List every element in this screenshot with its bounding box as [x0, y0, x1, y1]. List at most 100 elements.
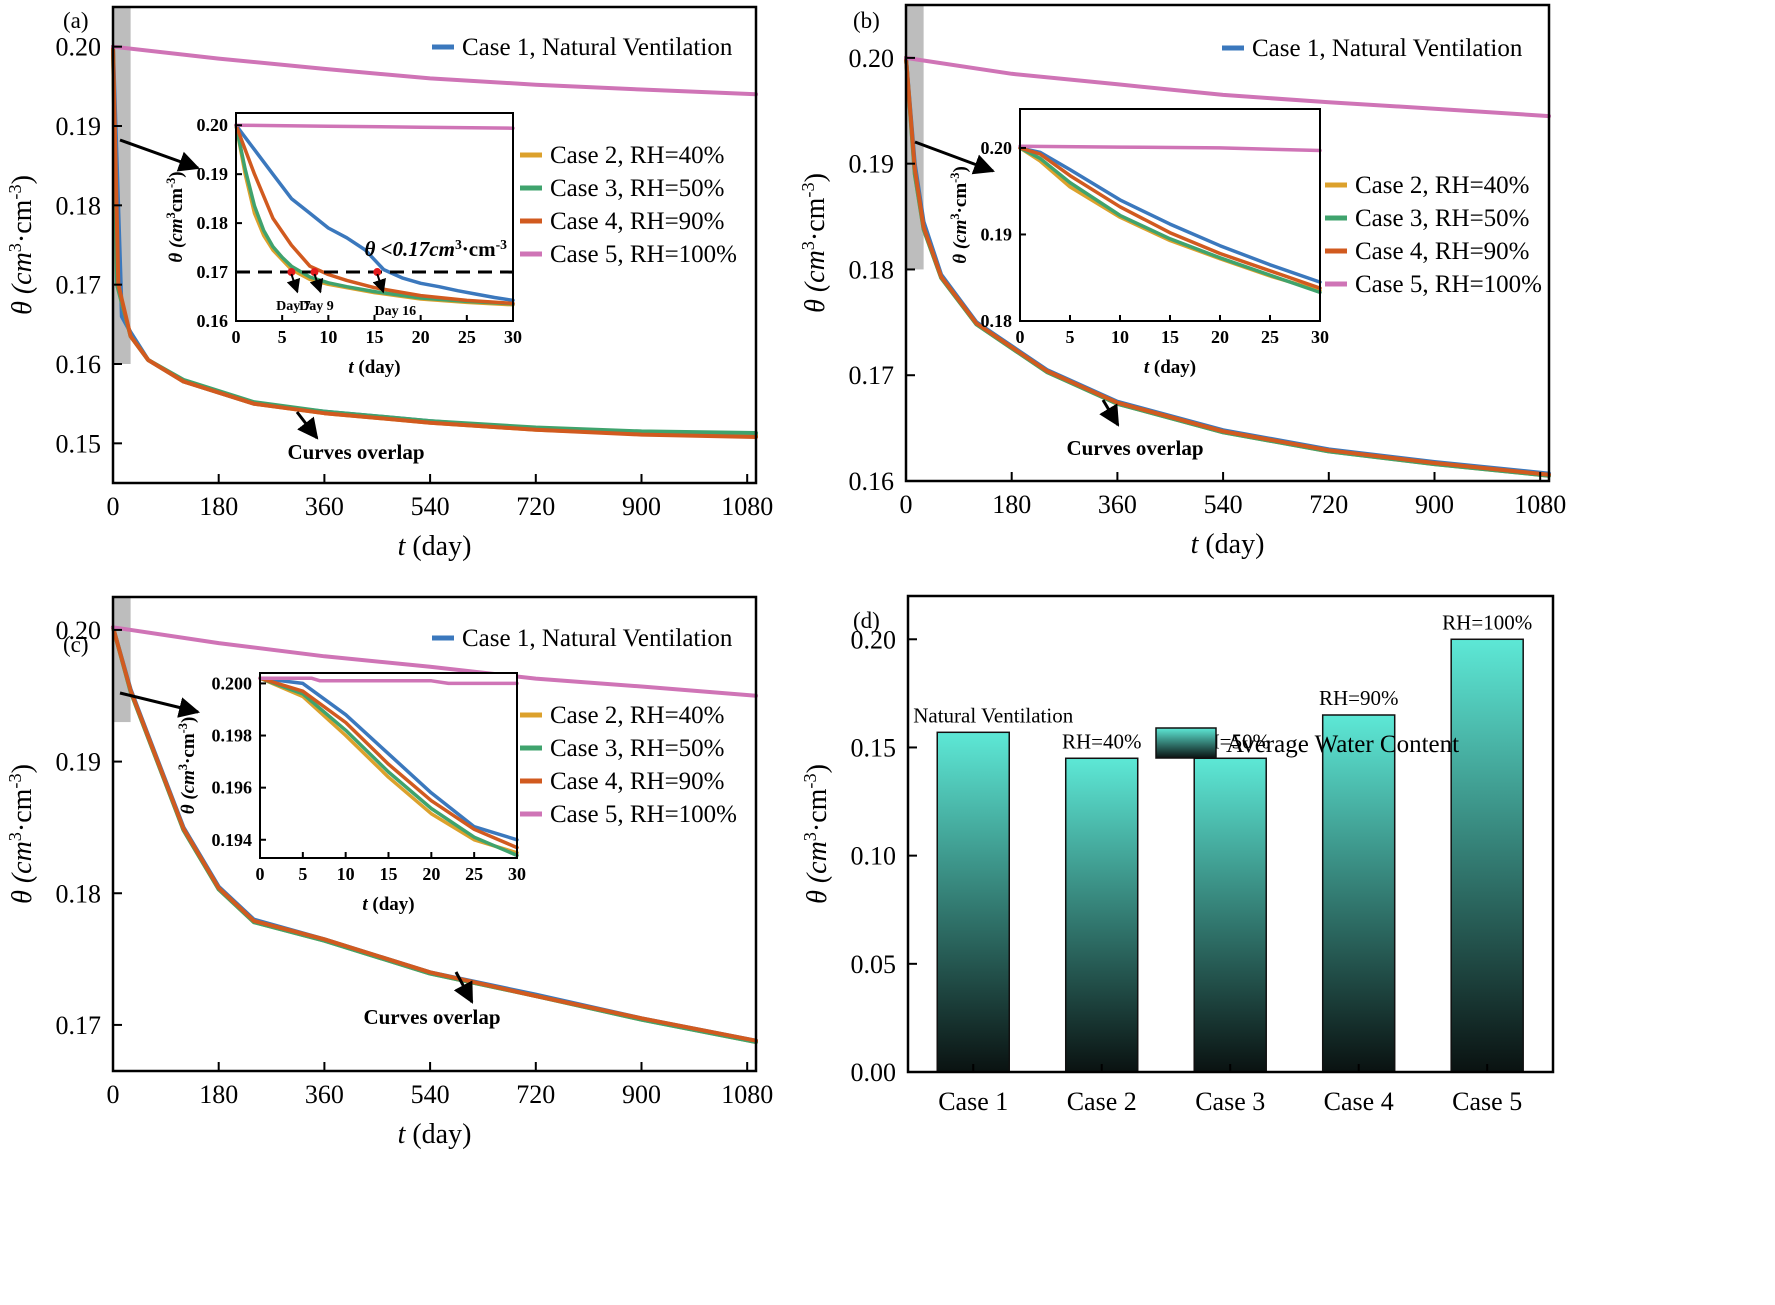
bar-case-2	[1064, 757, 1139, 1073]
bar-value-label: Natural Ventilation	[913, 703, 1073, 727]
marker-label-day: Day 16	[374, 304, 416, 319]
series-line-case-3	[234, 123, 515, 306]
x-tick-label: 15	[1161, 327, 1179, 347]
x-tick-label: Case 4	[1324, 1087, 1394, 1116]
y-tick-label: 0.20	[56, 616, 102, 645]
bar-value-label: RH=90%	[1319, 686, 1399, 710]
y-tick-label: 0.19	[197, 164, 229, 184]
marker-arrow	[286, 273, 301, 294]
y-tick-label: 0.196	[212, 778, 253, 798]
y-tick-label: 0.20	[56, 33, 102, 62]
legend-entry-case-3: Case 3, RH=50%	[1355, 205, 1530, 232]
series-line-case-4	[234, 123, 515, 306]
bar-case-4	[1321, 714, 1396, 1073]
x-tick-label: 720	[1309, 490, 1348, 519]
series-line-case-3	[258, 676, 519, 858]
y-tick-label: 0.19	[56, 112, 102, 141]
legend-entry-case-2: Case 2, RH=40%	[550, 702, 725, 729]
x-tick-label: 5	[278, 327, 287, 347]
x-tick-label: 0	[256, 864, 265, 884]
y-tick-label: 0.15	[56, 429, 102, 458]
legend-entry-case-2: Case 2, RH=40%	[1355, 172, 1530, 199]
y-tick-label: 0.17	[56, 271, 102, 300]
annotation-arrow	[1099, 399, 1120, 427]
y-tick-label: 0.20	[851, 625, 897, 654]
y-axis-label: θ (cm3·cm-3)	[798, 173, 831, 313]
x-tick-label: 1080	[721, 492, 773, 521]
x-tick-label: 20	[412, 327, 430, 347]
x-tick-label: 25	[1261, 327, 1279, 347]
y-tick-label: 0.16	[197, 311, 229, 331]
panel-label: (d)	[853, 608, 880, 633]
threshold-marker	[287, 268, 296, 277]
panel-d: Case 1 Natural Ventilation Case 2 RH=40% Cas…	[800, 594, 1555, 1116]
x-tick-label: 180	[199, 492, 238, 521]
x-tick-label: 1080	[1514, 490, 1566, 519]
x-tick-label: 360	[305, 1080, 344, 1109]
bar-case-5	[1450, 638, 1524, 1073]
y-axis-label: θ (cm3·cm-3)	[800, 764, 833, 904]
series-line-case-5	[111, 44, 758, 97]
x-tick-label: 900	[622, 492, 661, 521]
marker-label-day: Day 9	[299, 299, 334, 314]
series-line-case-5	[1018, 144, 1322, 153]
y-tick-label: 0.19	[56, 748, 102, 777]
y-tick-label: 0.19	[981, 224, 1013, 244]
zoom-arrow	[119, 138, 200, 172]
series-line-case-2	[258, 676, 519, 855]
panel-label: (b)	[853, 8, 880, 33]
bar-value-label: RH=40%	[1062, 729, 1142, 753]
series-line-case-4	[111, 44, 758, 439]
inset-x-axis-label: t (day)	[348, 357, 400, 378]
legend-entry-case-1: Case 1, Natural Ventilation	[462, 34, 733, 61]
inset-x-axis-label: t (day)	[362, 894, 414, 915]
x-tick-label: 10	[1111, 327, 1129, 347]
zoom-arrow	[914, 140, 995, 175]
x-axis-label: t (day)	[398, 531, 472, 562]
x-tick-label: 25	[465, 864, 483, 884]
x-tick-label: 20	[1211, 327, 1229, 347]
x-tick-label: 15	[380, 864, 398, 884]
y-tick-label: 0.10	[851, 842, 897, 871]
x-tick-label: 20	[422, 864, 440, 884]
x-axis-label: t (day)	[398, 1119, 472, 1150]
legend-entry-average: Average Water Content	[1226, 731, 1459, 758]
y-tick-label: 0.17	[56, 1011, 102, 1040]
series-line-case-1	[258, 676, 519, 842]
annotation-curves-overlap: Curves overlap	[363, 1005, 500, 1029]
legend-entry-case-1: Case 1, Natural Ventilation	[1252, 35, 1523, 62]
x-tick-label: 30	[508, 864, 526, 884]
x-tick-label: 10	[337, 864, 355, 884]
legend-swatch-bar	[1155, 727, 1217, 759]
y-tick-label: 0.20	[849, 44, 895, 73]
inset-y-axis-label: θ (cm3cm-3)	[164, 171, 187, 262]
series-line-case-4	[904, 55, 1551, 477]
x-tick-label: 540	[411, 1080, 450, 1109]
threshold-label: θ <0.17cm3·cm-3	[364, 237, 507, 262]
threshold-marker	[373, 268, 382, 277]
x-tick-label: 1080	[721, 1080, 773, 1109]
x-tick-label: 25	[458, 327, 476, 347]
panel-label: (a)	[63, 8, 89, 33]
legend-entry-case-1: Case 1, Natural Ventilation	[462, 625, 733, 652]
x-tick-label: 0	[107, 492, 120, 521]
legend-entry-case-4: Case 4, RH=90%	[550, 208, 725, 235]
annotation-arrow	[453, 971, 474, 1004]
legend-entry-case-4: Case 4, RH=90%	[550, 768, 725, 795]
panel-label: (c)	[63, 632, 89, 657]
legend-entry-case-5: Case 5, RH=100%	[550, 241, 737, 268]
x-tick-label: 180	[992, 490, 1031, 519]
x-tick-label: Case 3	[1195, 1087, 1265, 1116]
x-tick-label: 900	[622, 1080, 661, 1109]
x-tick-label: 900	[1415, 490, 1454, 519]
legend-entry-case-3: Case 3, RH=50%	[550, 175, 725, 202]
inset-y-axis-label: θ (cm3·cm-3)	[176, 717, 199, 815]
x-tick-label: 5	[1066, 327, 1075, 347]
series-line-case-4	[111, 625, 758, 1043]
panel-c: 0 180 360 540 720 900 1080 0.17 0.18 0.19 0.20(c) t…	[5, 595, 773, 1150]
inset-plot: 0 5 10 15 20 25 30 0.18 0.19 0.20 t (day) θ (cm3·cm…	[948, 108, 1329, 378]
annotation-curves-overlap: Curves overlap	[287, 440, 424, 464]
plot-frame	[111, 5, 758, 485]
plot-frame	[904, 3, 1551, 483]
